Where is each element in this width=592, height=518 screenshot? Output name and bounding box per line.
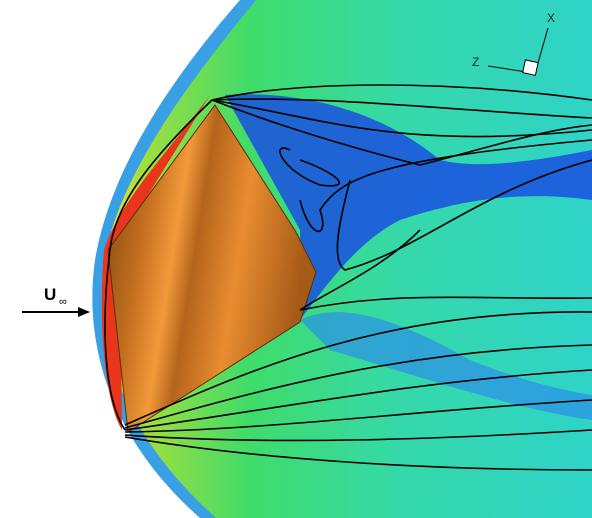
axis-x-label: X <box>547 11 555 25</box>
arrow-head <box>78 307 90 317</box>
freestream-symbol: U <box>44 285 56 304</box>
axis-box <box>523 60 538 75</box>
page: U ∞ X Z (() => { const data = JSON.parse… <box>0 0 592 518</box>
axis-z-label: Z <box>472 55 479 69</box>
freestream-subscript: ∞ <box>59 296 67 308</box>
flow-field-image: U ∞ X Z <box>0 0 592 518</box>
